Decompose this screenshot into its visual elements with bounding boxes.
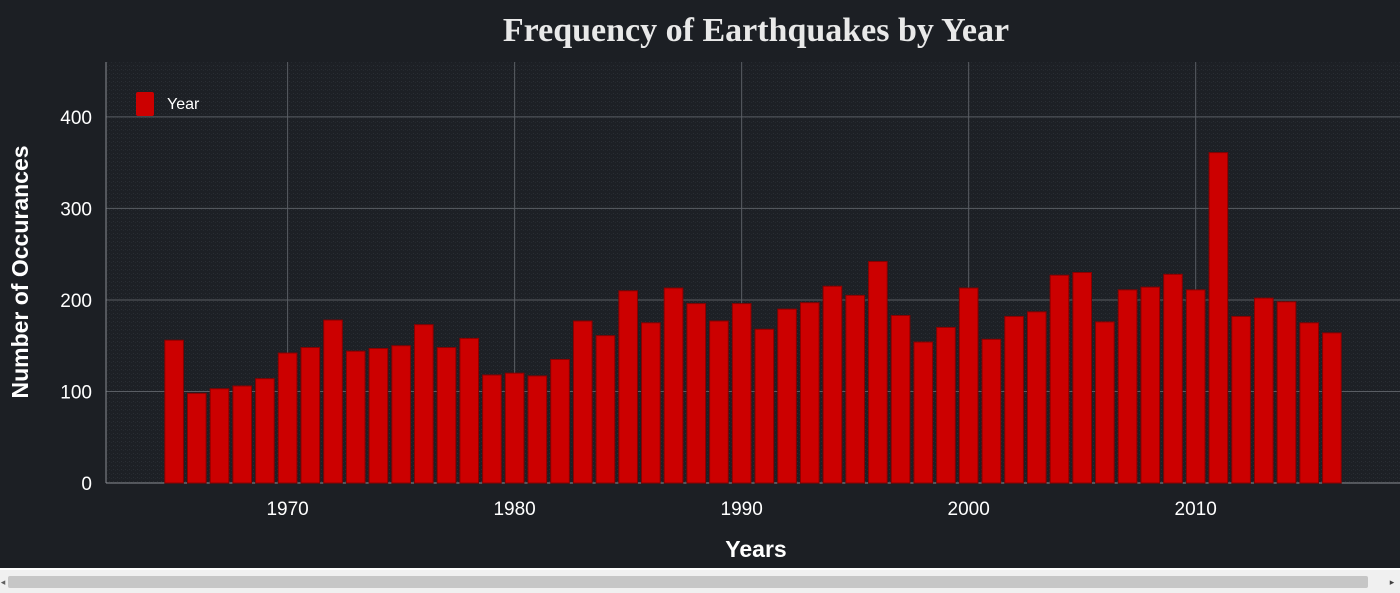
bar-1968 (232, 385, 253, 484)
x-tick-label: 2000 (948, 499, 990, 520)
bar-1989 (709, 320, 729, 484)
y-axis-label: Number of Occurances (7, 145, 33, 398)
plot-area (106, 62, 1400, 483)
scroll-right-arrow-icon[interactable]: ▸ (1389, 577, 1395, 587)
bar-1976 (414, 324, 434, 484)
x-tick-label: 1990 (721, 499, 763, 520)
bar-1991 (754, 328, 775, 484)
bar-1966 (186, 392, 207, 484)
bar-1985 (618, 290, 638, 484)
y-tick-label: 200 (60, 291, 92, 312)
bar-1972 (323, 319, 343, 484)
bar-1997 (890, 315, 911, 484)
bar-2011 (1208, 152, 1229, 484)
bar-2012 (1231, 315, 1251, 484)
bar-1965 (164, 339, 184, 484)
bar-2016 (1322, 332, 1342, 484)
x-tick-label: 2010 (1175, 499, 1217, 520)
bar-2000 (958, 287, 979, 484)
bar-2002 (1004, 315, 1024, 484)
bar-1967 (209, 388, 230, 484)
bar-1974 (368, 347, 389, 484)
bar-2007 (1117, 289, 1138, 484)
bar-1980 (504, 372, 525, 484)
bar-1979 (482, 374, 502, 484)
bar-1992 (777, 308, 797, 484)
bar-chart: 0 100 200 300 400 1970 1980 1990 2000 2010 Year Y… (7, 62, 1400, 562)
bar-2010 (1185, 289, 1206, 484)
bar-2004 (1049, 274, 1070, 484)
bar-1975 (391, 345, 411, 484)
bar-1970 (277, 352, 298, 484)
scrollbar-thumb[interactable] (8, 576, 1368, 588)
x-tick-label: 1970 (266, 499, 308, 520)
bar-1990 (731, 303, 752, 484)
bar-2005 (1072, 272, 1092, 484)
y-tick-label: 0 (81, 474, 92, 495)
bar-1971 (300, 347, 321, 484)
bar-2008 (1140, 286, 1161, 484)
bar-1977 (436, 347, 457, 484)
bar-1994 (822, 285, 843, 484)
bar-1998 (913, 341, 934, 484)
bar-1986 (641, 322, 661, 484)
legend-swatch (136, 92, 154, 116)
bar-2015 (1299, 322, 1320, 484)
bar-1973 (345, 350, 366, 484)
axes (105, 62, 1400, 484)
horizontal-scrollbar[interactable]: ◂ ▸ (0, 570, 1400, 593)
bar-1995 (845, 294, 865, 484)
legend: Year (136, 92, 200, 116)
bar-2006 (1095, 321, 1115, 484)
bars (164, 152, 1342, 484)
y-tick-label: 300 (60, 199, 92, 220)
x-tick-label: 1980 (493, 499, 535, 520)
bar-1999 (936, 326, 956, 484)
bar-2009 (1163, 273, 1183, 484)
scroll-left-arrow-icon[interactable]: ◂ (0, 577, 6, 587)
legend-label: Year (167, 96, 200, 113)
chart-panel: Frequency of Earthquakes by Year 0 100 200… (0, 0, 1400, 568)
bar-1983 (572, 320, 593, 484)
bar-2014 (1276, 301, 1297, 484)
bar-2003 (1026, 311, 1047, 484)
bar-1996 (868, 261, 888, 484)
bar-1981 (527, 375, 548, 484)
bar-1988 (686, 303, 707, 484)
tick-labels: 0 100 200 300 400 1970 1980 1990 2000 2010 (60, 108, 1217, 520)
chart-title: Frequency of Earthquakes by Year (502, 12, 1010, 49)
y-tick-label: 400 (60, 108, 92, 129)
x-axis-label: Years (725, 536, 786, 562)
bar-1993 (799, 302, 820, 484)
bar-1978 (459, 337, 480, 484)
y-tick-label: 100 (60, 382, 92, 403)
bar-1984 (595, 335, 616, 484)
bar-1969 (255, 378, 275, 484)
bar-1987 (663, 287, 684, 484)
grid-lines (106, 62, 1400, 483)
bar-2001 (981, 338, 1002, 484)
bar-2013 (1253, 297, 1274, 484)
bar-1982 (550, 358, 570, 484)
